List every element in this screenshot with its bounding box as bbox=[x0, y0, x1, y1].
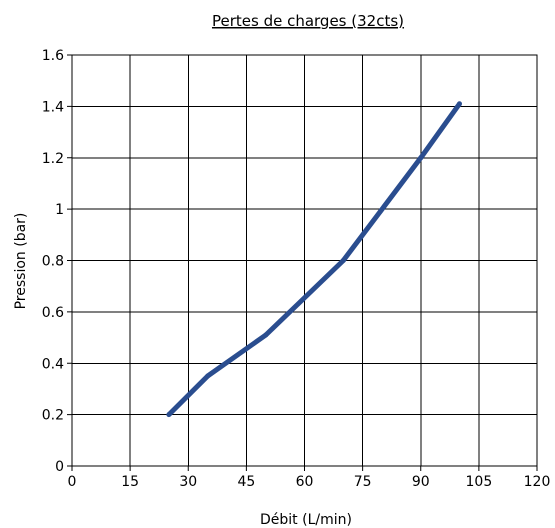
y-tick-label: 0.2 bbox=[42, 408, 64, 424]
x-tick-label: 120 bbox=[524, 474, 551, 490]
x-tick-label: 75 bbox=[354, 474, 372, 490]
y-tick-label: 1.4 bbox=[42, 99, 64, 115]
series bbox=[166, 101, 462, 418]
data-point bbox=[418, 155, 424, 161]
y-axis-ticks: 0 0.2 0.4 0.6 0.8 1 1.2 1.4 1.6 bbox=[42, 48, 72, 475]
y-tick-label: 0.6 bbox=[42, 305, 64, 321]
x-tick-label: 60 bbox=[296, 474, 314, 490]
data-point bbox=[457, 101, 462, 107]
x-axis-ticks: 0 15 30 45 60 75 90 105 120 bbox=[68, 466, 551, 490]
data-point bbox=[166, 412, 172, 418]
y-tick-label: 1.2 bbox=[42, 151, 64, 167]
y-tick-label: 0.8 bbox=[42, 254, 64, 270]
y-axis-label: Pression (bar) bbox=[13, 213, 29, 310]
x-tick-label: 30 bbox=[179, 474, 197, 490]
chart-title: Pertes de charges (32cts) bbox=[212, 12, 404, 30]
y-tick-label: 1 bbox=[55, 202, 64, 218]
grid bbox=[72, 55, 537, 466]
x-tick-label: 105 bbox=[466, 474, 493, 490]
y-tick-label: 0.4 bbox=[42, 356, 64, 372]
data-point bbox=[263, 332, 269, 338]
data-point bbox=[340, 258, 346, 263]
x-axis-label: Débit (L/min) bbox=[260, 512, 352, 528]
y-tick-label: 1.6 bbox=[42, 48, 64, 64]
series-line bbox=[167, 102, 462, 417]
x-tick-label: 15 bbox=[121, 474, 139, 490]
x-tick-label: 90 bbox=[412, 474, 430, 490]
data-point bbox=[205, 373, 211, 379]
x-tick-label: 0 bbox=[68, 474, 77, 490]
x-tick-label: 45 bbox=[237, 474, 255, 490]
y-tick-label: 0 bbox=[55, 459, 64, 475]
